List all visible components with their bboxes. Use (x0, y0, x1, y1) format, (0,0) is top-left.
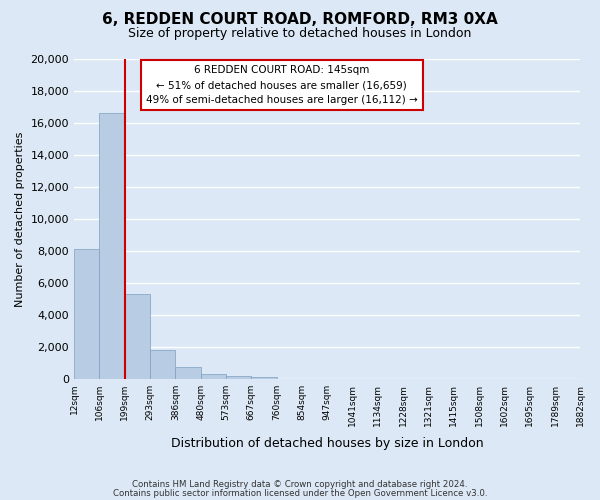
Bar (100, 114, 125, 379)
Y-axis label: Number of detached properties: Number of detached properties (15, 132, 25, 306)
Text: Contains public sector information licensed under the Open Government Licence v3: Contains public sector information licen… (113, 488, 487, 498)
Text: Contains HM Land Registry data © Crown copyright and database right 2024.: Contains HM Land Registry data © Crown c… (132, 480, 468, 489)
Bar (175, 367, 200, 379)
Text: 6 REDDEN COURT ROAD: 145sqm
← 51% of detached houses are smaller (16,659)
49% of: 6 REDDEN COURT ROAD: 145sqm ← 51% of det… (146, 66, 418, 105)
Bar (251, 378, 277, 379)
Text: 6, REDDEN COURT ROAD, ROMFORD, RM3 0XA: 6, REDDEN COURT ROAD, ROMFORD, RM3 0XA (102, 12, 498, 28)
X-axis label: Distribution of detached houses by size in London: Distribution of detached houses by size … (171, 437, 484, 450)
Bar (226, 376, 251, 379)
Bar (74, 250, 100, 379)
Text: Size of property relative to detached houses in London: Size of property relative to detached ho… (128, 28, 472, 40)
Bar (125, 294, 150, 379)
Bar (150, 350, 175, 379)
Bar (200, 374, 226, 379)
